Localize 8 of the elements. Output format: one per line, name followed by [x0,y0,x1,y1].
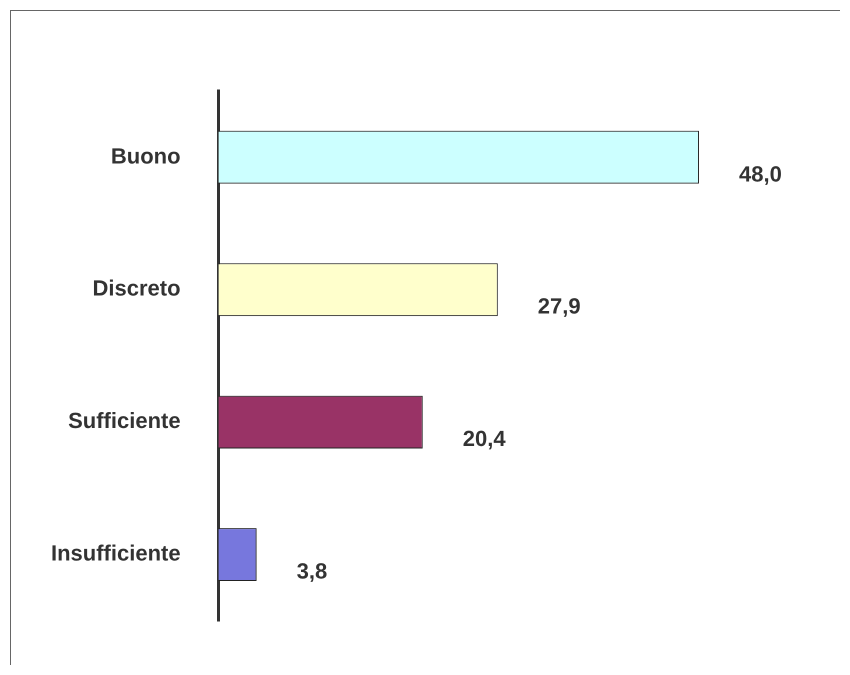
y-tick-label: Sufficiente [68,408,181,434]
y-tick-label: Buono [110,143,181,168]
data-label: 3,8 [296,558,328,584]
data-label: 48,0 [738,161,782,186]
data-label: 27,9 [538,294,581,319]
y-tick-label: Insufficiente [50,540,181,566]
data-label: 20,4 [462,426,506,452]
y-tick-label: Discreto [92,276,181,301]
